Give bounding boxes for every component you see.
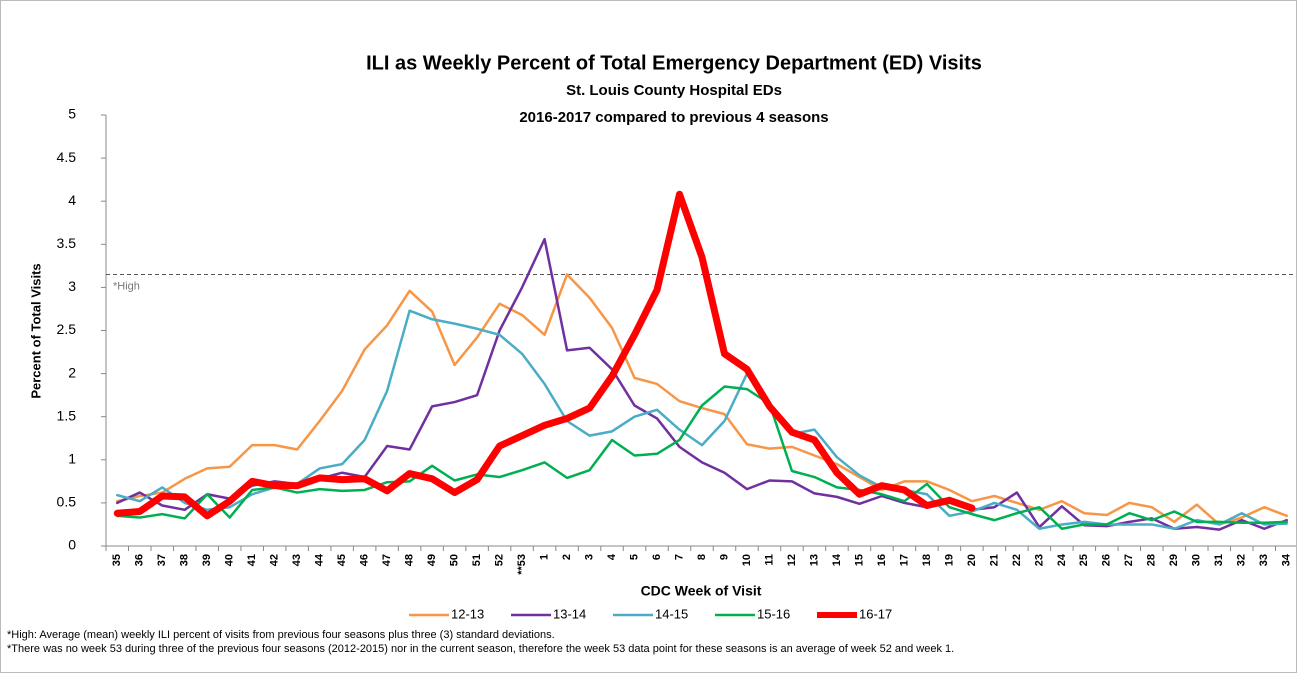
x-tick-label: 48 bbox=[404, 554, 416, 566]
chart-title: ILI as Weekly Percent of Total Emergency… bbox=[366, 52, 982, 74]
x-tick-label: 14 bbox=[831, 553, 843, 566]
x-tick-label: 51 bbox=[471, 554, 483, 566]
x-tick-label: 28 bbox=[1146, 554, 1158, 566]
x-tick-label: 38 bbox=[179, 554, 191, 566]
x-tick-label: 15 bbox=[853, 554, 865, 566]
x-tick-label: 36 bbox=[134, 554, 146, 566]
x-tick-label: 41 bbox=[246, 554, 258, 566]
x-tick-label: 46 bbox=[359, 554, 371, 566]
x-tick-label: 12 bbox=[786, 554, 798, 566]
y-tick-label: 1 bbox=[68, 451, 76, 467]
x-tick-label: 49 bbox=[426, 554, 438, 566]
x-tick-label: 27 bbox=[1123, 554, 1135, 566]
x-tick-label: 25 bbox=[1078, 554, 1090, 566]
x-tick-label: 24 bbox=[1056, 553, 1068, 566]
footnote: *High: Average (mean) weekly ILI percent… bbox=[7, 629, 555, 641]
x-tick-label: 23 bbox=[1033, 554, 1045, 566]
x-tick-label: **53 bbox=[516, 554, 528, 575]
x-tick-label: 17 bbox=[898, 554, 910, 566]
x-tick-label: 26 bbox=[1101, 554, 1113, 566]
y-tick-label: 1.5 bbox=[57, 407, 77, 423]
legend-label: 14-15 bbox=[655, 606, 688, 621]
x-tick-label: 34 bbox=[1281, 553, 1293, 566]
x-tick-label: 11 bbox=[763, 554, 775, 566]
x-tick-label: 6 bbox=[651, 554, 663, 560]
x-tick-label: 29 bbox=[1168, 554, 1180, 566]
x-tick-label: 32 bbox=[1236, 554, 1248, 566]
x-tick-label: 1 bbox=[538, 554, 550, 560]
series-line bbox=[116, 273, 1288, 526]
legend-label: 12-13 bbox=[451, 606, 484, 621]
y-axis-title: Percent of Total Visits bbox=[28, 263, 43, 398]
x-tick-label: 39 bbox=[201, 554, 213, 566]
x-tick-label: 13 bbox=[808, 554, 820, 566]
series-line bbox=[113, 190, 976, 520]
chart-subtitle: St. Louis County Hospital EDs bbox=[566, 82, 782, 99]
y-tick-label: 3.5 bbox=[57, 235, 77, 251]
x-tick-label: 37 bbox=[156, 554, 168, 566]
x-tick-label: 43 bbox=[291, 554, 303, 566]
legend-label: 13-14 bbox=[553, 606, 586, 621]
y-tick-label: 0 bbox=[68, 537, 76, 553]
x-tick-label: 47 bbox=[381, 554, 393, 566]
x-tick-label: 3 bbox=[583, 554, 595, 560]
legend-label: 15-16 bbox=[757, 606, 790, 621]
x-tick-label: 21 bbox=[988, 554, 1000, 566]
legend-label: 16-17 bbox=[859, 606, 892, 621]
x-tick-label: 30 bbox=[1191, 554, 1203, 566]
x-tick-label: 2 bbox=[561, 554, 573, 560]
x-tick-label: 33 bbox=[1258, 554, 1270, 566]
x-tick-label: 40 bbox=[224, 554, 236, 566]
y-tick-label: 5 bbox=[68, 106, 76, 122]
x-tick-label: 20 bbox=[966, 554, 978, 566]
chart-subtitle: 2016-2017 compared to previous 4 seasons bbox=[519, 109, 828, 126]
threshold-label: *High bbox=[113, 280, 140, 292]
x-tick-label: 10 bbox=[741, 554, 753, 566]
x-tick-label: 42 bbox=[269, 554, 281, 566]
x-tick-label: 5 bbox=[628, 554, 640, 560]
series-line bbox=[116, 309, 1288, 531]
x-tick-label: 18 bbox=[921, 554, 933, 566]
x-tick-label: 4 bbox=[606, 553, 618, 560]
y-tick-label: 3 bbox=[68, 278, 76, 294]
x-tick-label: 35 bbox=[111, 554, 123, 566]
y-tick-label: 2 bbox=[68, 364, 76, 380]
footnote: *There was no week 53 during three of th… bbox=[7, 643, 955, 655]
x-tick-label: 19 bbox=[943, 554, 955, 566]
x-axis-title: CDC Week of Visit bbox=[641, 583, 762, 599]
y-tick-label: 4 bbox=[68, 192, 76, 208]
x-tick-label: 16 bbox=[876, 554, 888, 566]
y-tick-label: 4.5 bbox=[57, 149, 77, 165]
x-tick-label: 52 bbox=[493, 554, 505, 566]
chart: ILI as Weekly Percent of Total Emergency… bbox=[28, 52, 1296, 621]
x-tick-label: 45 bbox=[336, 554, 348, 566]
x-tick-label: 22 bbox=[1011, 554, 1023, 566]
x-tick-label: 9 bbox=[718, 554, 730, 560]
y-tick-label: 2.5 bbox=[57, 321, 77, 337]
x-tick-label: 44 bbox=[314, 553, 326, 566]
x-tick-label: 8 bbox=[696, 554, 708, 560]
x-tick-label: 7 bbox=[673, 554, 685, 560]
x-tick-label: 50 bbox=[449, 554, 461, 566]
y-tick-label: 0.5 bbox=[57, 494, 77, 510]
series-line bbox=[116, 385, 1288, 531]
x-tick-label: 31 bbox=[1213, 554, 1225, 566]
